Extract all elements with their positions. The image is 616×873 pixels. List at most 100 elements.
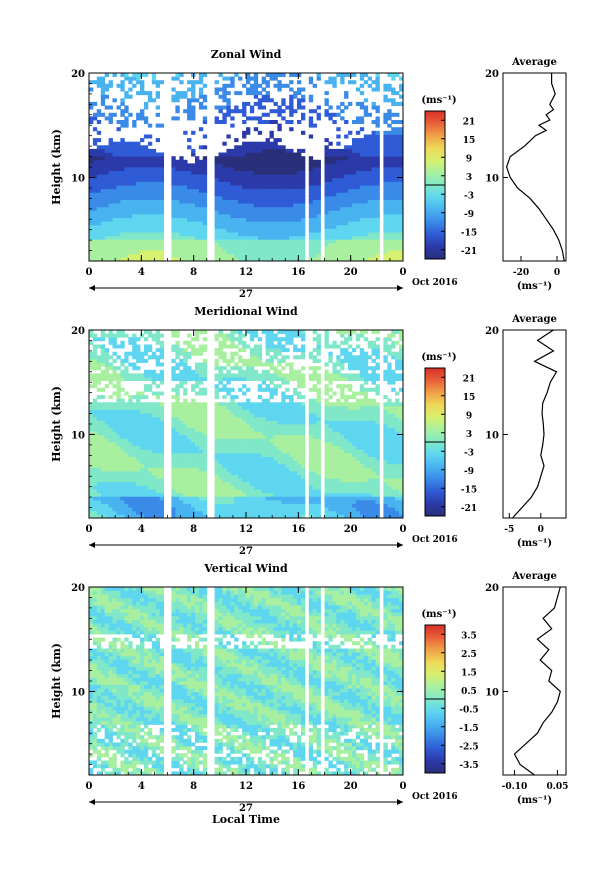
heatmap-cell [257,492,263,497]
heatmap-cell [159,185,165,190]
heatmap-cell [387,177,392,182]
heatmap-cell [257,402,263,407]
heatmap-cell [155,340,161,345]
heatmap-cell [124,163,129,168]
heatmap-cell [92,355,98,360]
heatmap-cell [147,203,153,208]
heatmap-cell [257,224,263,229]
heatmap-cell [120,427,125,432]
heatmap-cell [391,148,396,153]
heatmap-cell [352,156,357,161]
heatmap-cell [246,402,251,407]
heatmap-cell [308,210,314,215]
heatmap-cell [289,242,294,247]
heatmap-cell [202,431,208,436]
heatmap-cell [234,478,239,483]
heatmap-cell [159,492,165,497]
x-tick-label: 12 [239,267,253,278]
heatmap-cell [269,145,274,150]
heatmap-cell [399,130,404,135]
heatmap-cell [246,420,251,425]
heatmap-cell [151,413,157,418]
heatmap-cell [289,152,294,157]
heatmap-cell [151,405,157,410]
heatmap-cell [179,413,184,418]
heatmap-cell [151,351,157,356]
heatmap-cell [367,145,373,150]
heatmap-cell [191,185,196,190]
heatmap-cell [191,87,196,92]
heatmap-cell [136,510,141,515]
heatmap-cell [104,242,110,247]
heatmap-cell [281,221,286,226]
heatmap-cell [187,471,192,476]
heatmap-cell [175,456,180,461]
heatmap-cell [226,83,231,88]
heatmap-cell [316,73,321,78]
heatmap-cell [100,210,106,215]
heatmap-cell [116,120,121,125]
heatmap-cell [269,387,274,392]
heatmap-cell [159,514,165,519]
heatmap-cell [246,163,251,168]
heatmap-cell [151,510,157,515]
heatmap-cell [218,330,223,335]
heatmap-cell [112,156,117,161]
heatmap-cell [352,199,357,204]
heatmap-cell [242,181,247,186]
heatmap-cell [222,192,227,197]
heatmap-cell [336,152,341,157]
heatmap-cell [112,452,117,457]
heatmap-cell [261,188,267,193]
heatmap-cell [116,195,121,200]
heatmap-cell [116,431,121,436]
heatmap-cell [281,152,286,157]
heatmap-cell [285,337,290,342]
heatmap-cell [238,387,243,392]
heatmap-cell [92,452,98,457]
heatmap-cell [222,405,227,410]
heatmap-cell [175,355,180,360]
heatmap-cell [363,192,369,197]
heatmap-cell [222,141,227,146]
heatmap-cell [289,445,294,450]
heatmap-cell [183,391,188,396]
heatmap-cell [155,460,161,465]
heatmap-cell [218,163,223,168]
heatmap-cell [230,203,235,208]
date-label: Oct 2016 [412,278,458,288]
heatmap-cell [293,177,298,182]
heatmap-cell [355,101,361,106]
heatmap-cell [187,409,192,414]
heatmap-cell [198,87,204,92]
heatmap-cell [257,514,263,519]
heatmap-cell [359,127,365,132]
heatmap-cell [147,377,153,382]
heatmap-cell [249,156,255,161]
heatmap-cell [155,362,161,367]
heatmap-cell [175,170,180,175]
heatmap-cell [195,199,200,204]
heatmap-cell [147,420,153,425]
heatmap-cell [246,485,251,490]
heatmap-cell [308,199,314,204]
heatmap-cell [332,112,337,117]
heatmap-cell [277,405,282,410]
heatmap-cell [399,159,404,164]
heatmap-cell [359,120,365,125]
heatmap-cell [234,138,239,143]
heatmap-cell [230,474,235,479]
heatmap-cell [191,387,196,392]
heatmap-cell [202,188,208,193]
heatmap-cell [198,369,204,374]
heatmap-cell [183,224,188,229]
heatmap-cell [175,442,180,447]
heatmap-cell [92,163,98,168]
heatmap-cell [128,503,133,508]
heatmap-cell [89,413,94,418]
heatmap-cell [191,369,196,374]
heatmap-cell [92,449,98,454]
heatmap-cell [100,163,106,168]
heatmap-cell [183,217,188,222]
heatmap-cell [191,474,196,479]
